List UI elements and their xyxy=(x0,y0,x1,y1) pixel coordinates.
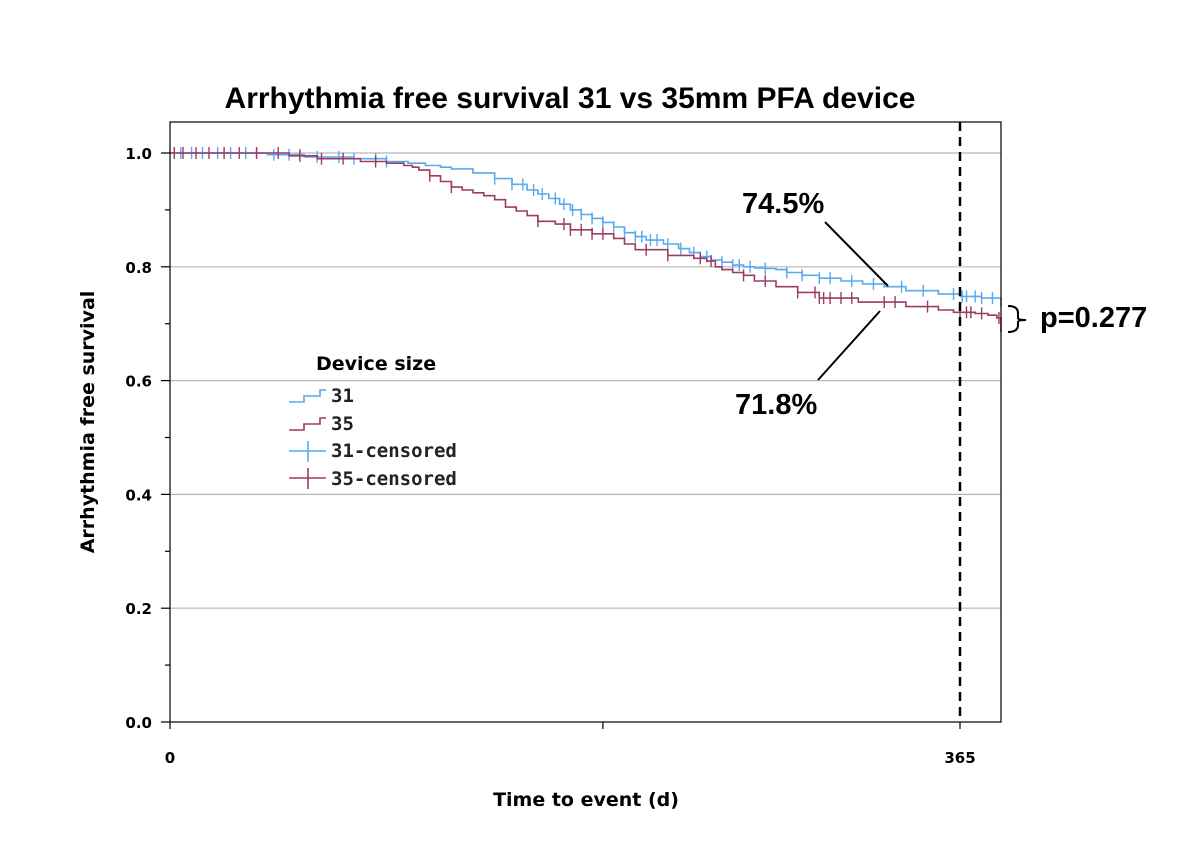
p-value-bracket xyxy=(1007,305,1027,333)
legend-entry-31: 31 xyxy=(289,385,354,407)
legend-label-31: 31 xyxy=(331,385,354,407)
legend-label-35: 35 xyxy=(331,413,354,435)
y-tick-label-0: 0.0 xyxy=(125,714,152,732)
annotations: 74.5% 71.8% p=0.277 xyxy=(735,188,1147,421)
annotation-71-8: 71.8% xyxy=(735,389,817,421)
legend-entry-31-censored: 31-censored xyxy=(289,440,457,462)
legend: Device size 31 35 31-censored 35-censore… xyxy=(289,353,457,490)
annotation-71-8-leader xyxy=(817,310,881,381)
x-tick-label-2: 365 xyxy=(944,749,975,767)
y-tick-label-4: 0.4 xyxy=(125,486,152,504)
y-tick-label-6: 0.6 xyxy=(125,373,152,391)
legend-censor-35 xyxy=(289,468,326,489)
y-tick-label-8: 0.8 xyxy=(125,259,152,277)
series-35 xyxy=(170,147,1002,333)
annotation-74-5-leader xyxy=(824,221,889,287)
annotation-74-5: 74.5% xyxy=(742,188,824,220)
legend-swatch-31 xyxy=(289,389,326,403)
x-tick-label-0: 0 xyxy=(165,749,175,767)
y-axis-label: Arrhythmia free survival xyxy=(77,291,99,554)
legend-label-35-censored: 35-censored xyxy=(331,468,457,490)
survival-line-31 xyxy=(170,152,1002,307)
legend-censor-31 xyxy=(289,441,326,462)
survival-line-35 xyxy=(170,152,1002,333)
legend-entry-35-censored: 35-censored xyxy=(289,468,457,490)
legend-label-31-censored: 31-censored xyxy=(331,440,457,462)
series-31 xyxy=(170,147,1002,307)
series-layer xyxy=(170,147,1002,333)
annotation-p-value: p=0.277 xyxy=(1040,302,1147,334)
x-axis-label: Time to event (d) xyxy=(493,789,679,811)
y-tick-label-2: 0.2 xyxy=(125,600,152,618)
legend-entry-35: 35 xyxy=(289,413,354,435)
y-tick-label-10: 1.0 xyxy=(125,145,152,163)
grid-lines xyxy=(170,152,1001,609)
plot-frame xyxy=(169,121,1002,723)
x-axis-ticks: 0 365 xyxy=(165,722,976,767)
legend-swatch-35 xyxy=(289,417,326,431)
y-axis-ticks: 0.0 0.2 0.4 0.6 0.8 1.0 xyxy=(125,145,170,732)
legend-title: Device size xyxy=(316,353,436,375)
chart-title: Arrhythmia free survival 31 vs 35mm PFA … xyxy=(225,82,916,115)
